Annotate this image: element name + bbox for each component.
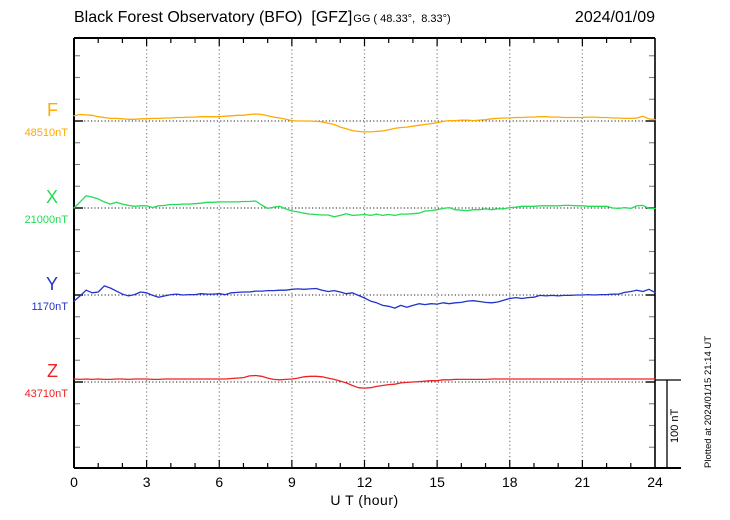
x-axis-title: U T (hour) [330, 492, 399, 508]
series-label-y: Y 1170nT [0, 274, 70, 313]
scale-bar-label: 100 nT [669, 408, 681, 444]
page-title: Black Forest Observatory (BFO) [GFZ] GG … [74, 9, 451, 27]
series-curve-x [73, 195, 656, 218]
x-tick-label: 15 [429, 474, 445, 490]
series-label-f: F 48510nT [0, 100, 70, 139]
series-baseline-value-f: 48510nT [24, 127, 68, 139]
x-tick-label: 12 [356, 474, 373, 490]
series-baseline-value-x: 21000nT [24, 214, 68, 226]
series-letter-x: X [45, 187, 58, 207]
series-baseline-value-z: 43710nT [24, 388, 68, 400]
series-curve-z [73, 374, 656, 389]
series-label-z: Z 43710nT [0, 361, 70, 400]
x-tick-label: 0 [70, 474, 78, 490]
plotted-at-note: Plotted at 2024/01/15 21:14 UT [703, 335, 714, 468]
series-letter-z: Z [47, 361, 58, 381]
series-curve-f [73, 113, 656, 133]
series-curve-y [73, 285, 656, 309]
observatory-title: Black Forest Observatory (BFO) [GFZ] [74, 9, 353, 26]
plot-date: 2024/01/09 [574, 9, 655, 26]
series-label-x: X 21000nT [0, 187, 70, 226]
x-tick-label: 6 [215, 474, 224, 490]
series-baseline-value-y: 1170nT [31, 301, 69, 313]
series-letter-y: Y [45, 274, 58, 294]
series-letter-f: F [47, 100, 58, 120]
x-tick-label: 18 [501, 474, 518, 490]
x-tick-label: 24 [647, 474, 663, 490]
x-tick-label: 21 [574, 474, 591, 490]
x-tick-label: 3 [142, 474, 151, 490]
x-tick-label: 9 [287, 474, 296, 490]
observatory-coordinates: GG ( 48.33°, 8.33°) [353, 13, 451, 25]
